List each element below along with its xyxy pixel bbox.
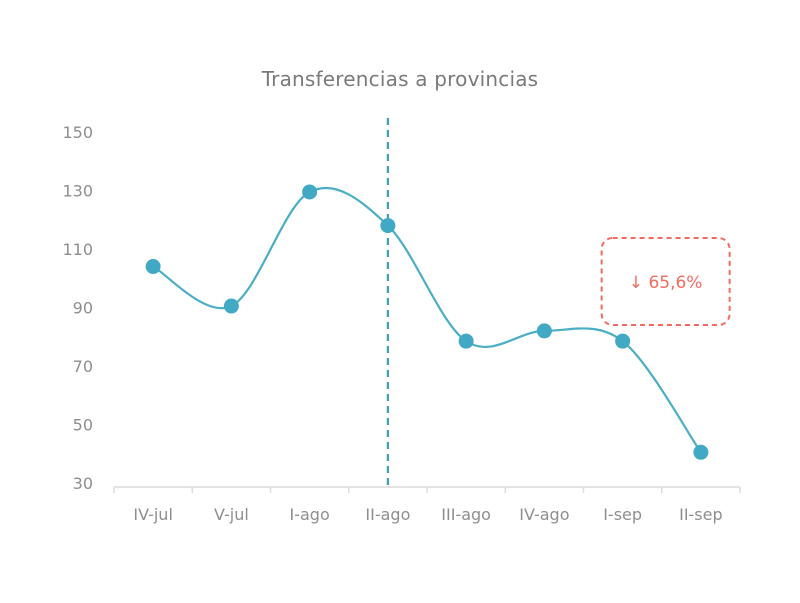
chart-title: Transferencias a provincias <box>261 67 539 91</box>
y-tick-label: 90 <box>73 299 93 318</box>
y-tick-label: 130 <box>62 182 93 201</box>
x-tick-label: I-sep <box>603 505 642 524</box>
data-point <box>693 444 709 460</box>
x-tick-label: IV-ago <box>519 505 569 524</box>
data-point <box>380 218 396 234</box>
x-tick-label: IV-jul <box>133 505 173 524</box>
data-point <box>458 333 474 349</box>
series-line <box>152 186 702 453</box>
data-point <box>145 259 161 275</box>
y-tick-label: 110 <box>62 240 93 259</box>
data-point <box>615 333 631 349</box>
x-tick-label: III-ago <box>441 505 491 524</box>
x-tick-label: II-sep <box>679 505 723 524</box>
data-point <box>536 323 552 339</box>
x-tick-label: II-ago <box>365 505 410 524</box>
data-point <box>302 184 318 200</box>
y-tick-label: 70 <box>73 357 93 376</box>
y-tick-label: 150 <box>62 123 93 142</box>
y-tick-label: 30 <box>73 474 93 493</box>
x-tick-label: V-jul <box>214 505 249 524</box>
y-tick-label: 50 <box>73 416 93 435</box>
annotation-label: ↓ 65,6% <box>629 273 703 293</box>
data-point <box>223 298 239 314</box>
annotation-box <box>600 237 731 326</box>
x-tick-label: I-ago <box>290 505 330 524</box>
